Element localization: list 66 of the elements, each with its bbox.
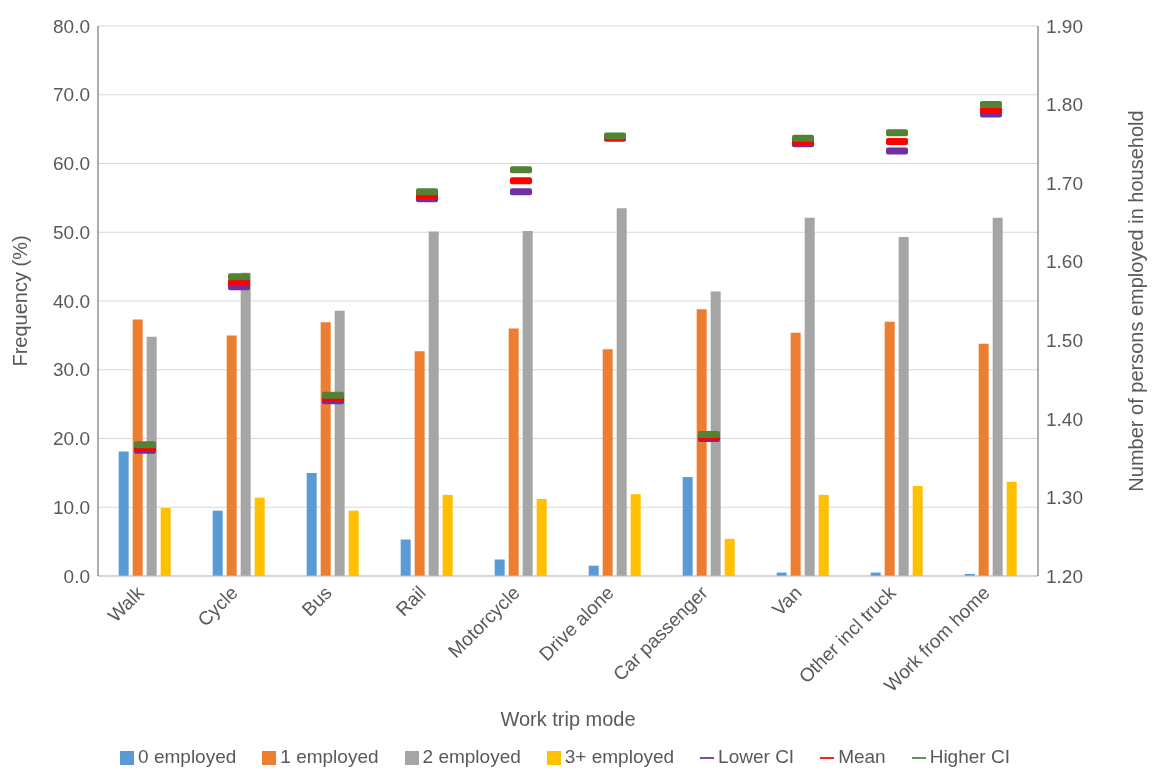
bar xyxy=(790,332,801,576)
bar xyxy=(212,510,223,576)
legend-label: Lower CI xyxy=(718,746,795,767)
legend-label: 0 employed xyxy=(138,746,237,767)
bar xyxy=(442,494,453,576)
y2-tick-label: 1.20 xyxy=(1046,565,1083,587)
bar xyxy=(696,309,707,576)
y-tick-label: 10.0 xyxy=(53,496,90,518)
bar xyxy=(1006,481,1017,576)
x-axis-title: Work trip mode xyxy=(500,708,636,730)
bar xyxy=(400,539,411,576)
bar xyxy=(226,335,237,576)
bar xyxy=(254,497,265,576)
y-axis-title: Frequency (%) xyxy=(9,235,32,367)
bar xyxy=(898,237,909,576)
bar xyxy=(132,319,143,576)
y-tick-label: 40.0 xyxy=(53,290,90,312)
x-tick-label: Rail xyxy=(391,581,430,620)
bar xyxy=(978,343,989,576)
bar xyxy=(710,291,721,576)
x-tick-label: Bus xyxy=(297,581,336,620)
y-tick-label: 60.0 xyxy=(53,153,90,175)
y2-tick-label: 1.40 xyxy=(1046,408,1083,430)
bar xyxy=(616,208,627,576)
bar xyxy=(804,217,815,576)
bar xyxy=(428,231,439,576)
legend-label: 1 employed xyxy=(280,746,379,767)
y2-tick-label: 1.60 xyxy=(1046,251,1083,273)
bar xyxy=(306,472,317,576)
bar xyxy=(320,322,331,576)
bar xyxy=(414,351,425,576)
y-tick-label: 20.0 xyxy=(53,428,90,450)
y2-tick-label: 1.30 xyxy=(1046,487,1083,509)
bar xyxy=(602,349,613,576)
y2-axis-title: Number of persons employed in household xyxy=(1125,110,1148,492)
y2-tick-label: 1.70 xyxy=(1046,172,1083,194)
legend-label: Mean xyxy=(838,746,886,767)
x-tick-label: Van xyxy=(768,581,806,620)
bar xyxy=(992,217,1003,576)
y-tick-label: 70.0 xyxy=(53,84,90,106)
bar xyxy=(536,499,547,576)
bar xyxy=(818,494,829,576)
legend-label: Higher CI xyxy=(929,746,1010,767)
bar xyxy=(240,272,251,576)
y-tick-label: 80.0 xyxy=(53,15,90,37)
bar xyxy=(724,538,735,576)
bar xyxy=(630,494,641,576)
bar xyxy=(334,310,345,576)
y2-tick-label: 1.80 xyxy=(1046,94,1083,116)
bar xyxy=(522,230,533,576)
bar xyxy=(348,510,359,576)
bar xyxy=(884,321,895,576)
bar xyxy=(118,451,129,576)
y-tick-label: 50.0 xyxy=(53,221,90,243)
bar xyxy=(146,336,157,576)
bar xyxy=(912,485,923,576)
legend-label: 3+ employed xyxy=(564,746,675,767)
y-tick-label: 30.0 xyxy=(53,359,90,381)
bar xyxy=(160,507,171,576)
bar xyxy=(508,328,519,576)
legend-label: 2 employed xyxy=(422,746,521,767)
y2-tick-label: 1.90 xyxy=(1046,15,1083,37)
bar xyxy=(682,477,693,576)
y2-tick-label: 1.50 xyxy=(1046,330,1083,352)
bar xyxy=(494,559,505,576)
y-tick-label: 0.0 xyxy=(63,565,90,587)
